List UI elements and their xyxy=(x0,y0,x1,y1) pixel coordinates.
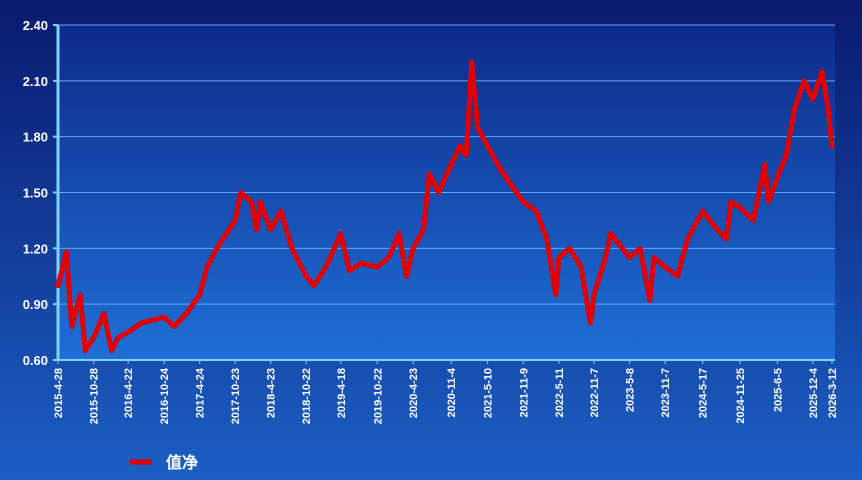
y-tick-label: 1.80 xyxy=(23,130,48,145)
x-tick-label: 2025-6-5 xyxy=(772,368,784,412)
x-tick-label: 2017-4-24 xyxy=(195,367,207,418)
x-tick-label: 2024-11-25 xyxy=(735,368,747,424)
x-tick-label: 2016-10-24 xyxy=(159,367,171,424)
x-tick-label: 2026-3-12 xyxy=(827,368,839,418)
y-tick-label: 2.40 xyxy=(23,18,48,33)
x-tick-label: 2021-5-10 xyxy=(483,368,495,418)
x-tick-label: 2021-11-9 xyxy=(518,368,530,418)
x-tick-label: 2022-11-7 xyxy=(589,368,601,418)
x-tick-label: 2020-11-4 xyxy=(446,367,458,417)
x-tick-label: 2023-5-8 xyxy=(624,368,636,412)
legend-label: 值净 xyxy=(166,453,198,472)
x-tick-label: 2025-12-4 xyxy=(808,367,820,418)
x-tick-label: 2018-4-23 xyxy=(266,368,278,418)
x-tick-label: 2015-4-28 xyxy=(53,368,65,418)
x-tick-label: 2022-5-11 xyxy=(554,368,566,418)
x-tick-label: 2017-10-23 xyxy=(230,368,242,424)
x-tick-label: 2018-10-22 xyxy=(301,368,313,424)
y-tick-label: 0.90 xyxy=(23,297,48,312)
series-line xyxy=(55,59,835,354)
x-tick-label: 2019-4-18 xyxy=(336,368,348,418)
x-tick-label: 2020-4-23 xyxy=(408,368,420,418)
x-tick-label: 2016-4-22 xyxy=(123,368,135,418)
y-tick-label: 2.10 xyxy=(23,74,48,89)
x-tick-label: 2015-10-28 xyxy=(89,368,101,424)
y-tick-label: 1.50 xyxy=(23,186,48,201)
x-tick-label: 2024-5-17 xyxy=(698,368,710,418)
y-tick-label: 1.20 xyxy=(23,241,48,256)
x-tick-label: 2019-10-22 xyxy=(372,368,384,424)
x-tick-label: 2023-11-7 xyxy=(660,368,672,418)
y-tick-label: 0.60 xyxy=(23,353,48,368)
